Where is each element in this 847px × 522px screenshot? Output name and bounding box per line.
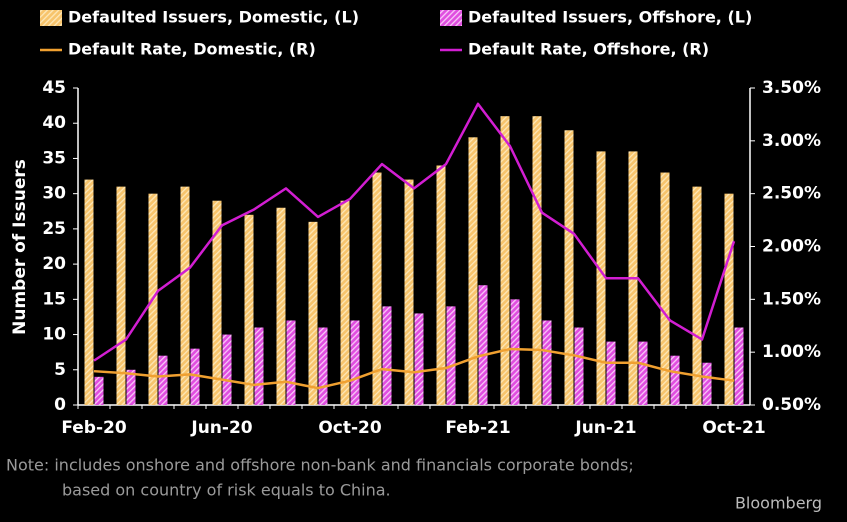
bar [638, 341, 648, 405]
legend-label: Default Rate, Domestic, (R) [68, 40, 316, 59]
bar [606, 341, 616, 405]
note: based on country of risk equals to China… [62, 481, 391, 500]
bar [660, 172, 670, 405]
bar [574, 327, 584, 405]
bar [414, 313, 424, 405]
bar [382, 306, 392, 405]
bar [702, 362, 712, 405]
bar [436, 165, 446, 405]
bar [468, 137, 478, 406]
line [93, 347, 735, 390]
x-tick-label: Jun-21 [574, 418, 636, 438]
bar [532, 116, 542, 405]
bar [84, 179, 94, 405]
bar [692, 186, 702, 405]
y-tick-label: 25 [42, 219, 66, 239]
y-tick-label: 15 [42, 289, 66, 309]
bar [564, 130, 574, 405]
note: Note: includes onshore and offshore non-… [6, 456, 634, 475]
y-axis-label: Number of Issuers [10, 159, 30, 335]
bar [350, 320, 360, 405]
bar [222, 334, 232, 405]
y-tick-label: 30 [42, 184, 66, 204]
y-tick-label: 40 [42, 113, 66, 133]
bar [212, 200, 222, 405]
bar [478, 285, 488, 405]
bar [724, 193, 734, 405]
bar [340, 200, 350, 405]
bar [510, 299, 520, 405]
y-tick-label: 35 [42, 148, 66, 168]
y2-tick-label: 2.00% [762, 237, 821, 257]
bar [180, 186, 190, 405]
bar [254, 327, 264, 405]
y-tick-label: 45 [42, 78, 66, 98]
y-tick-label: 5 [54, 360, 66, 380]
x-tick-label: Jun-20 [190, 418, 252, 438]
x-tick-label: Feb-20 [61, 418, 127, 438]
bar [372, 172, 382, 405]
bar [500, 116, 510, 405]
legend-label: Default Rate, Offshore, (R) [468, 40, 709, 59]
x-tick-label: Feb-21 [445, 418, 510, 438]
line [93, 102, 736, 362]
y-tick-label: 20 [42, 254, 66, 274]
bar [670, 355, 680, 405]
bar [190, 348, 200, 405]
legend-label: Defaulted Issuers, Offshore, (L) [468, 8, 752, 27]
bar [542, 320, 552, 405]
y2-tick-label: 0.50% [762, 395, 821, 415]
y2-tick-label: 2.50% [762, 184, 821, 204]
bar [116, 186, 126, 405]
bar [126, 369, 136, 405]
y-tick-label: 10 [42, 325, 66, 345]
legend-swatch [440, 10, 462, 26]
y2-tick-label: 3.00% [762, 131, 821, 151]
y-tick-label: 0 [54, 395, 66, 415]
x-tick-label: Oct-20 [318, 418, 382, 438]
bar [404, 179, 414, 405]
bar [734, 327, 744, 405]
bar [276, 207, 286, 405]
y2-tick-label: 1.50% [762, 289, 821, 309]
y2-tick-label: 3.50% [762, 78, 821, 98]
bar [94, 376, 104, 405]
bar [286, 320, 296, 405]
bar [244, 214, 254, 405]
legend-swatch [40, 10, 62, 26]
y2-tick-label: 1.00% [762, 342, 821, 362]
bar [158, 355, 168, 405]
bar [318, 327, 328, 405]
legend-label: Defaulted Issuers, Domestic, (L) [68, 8, 359, 27]
source: Bloomberg [735, 494, 822, 513]
bar [596, 151, 606, 405]
bar [308, 221, 318, 405]
bar [446, 306, 456, 405]
x-tick-label: Oct-21 [702, 418, 765, 438]
